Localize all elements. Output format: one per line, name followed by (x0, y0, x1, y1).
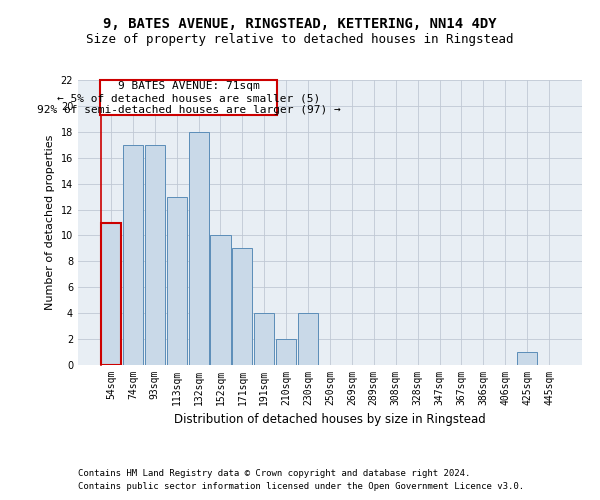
Bar (145, 145, 165, 365)
Bar (101, 222, 121, 365)
FancyBboxPatch shape (100, 80, 277, 115)
Bar (254, 313, 274, 365)
Text: Contains public sector information licensed under the Open Government Licence v3: Contains public sector information licen… (78, 482, 524, 491)
X-axis label: Distribution of detached houses by size in Ringstead: Distribution of detached houses by size … (174, 414, 486, 426)
Text: 9 BATES AVENUE: 71sqm: 9 BATES AVENUE: 71sqm (118, 82, 260, 92)
Bar (211, 236, 230, 365)
Text: 9, BATES AVENUE, RINGSTEAD, KETTERING, NN14 4DY: 9, BATES AVENUE, RINGSTEAD, KETTERING, N… (103, 18, 497, 32)
Text: Size of property relative to detached houses in Ringstead: Size of property relative to detached ho… (86, 32, 514, 46)
Bar (232, 248, 253, 365)
Text: ← 5% of detached houses are smaller (5): ← 5% of detached houses are smaller (5) (58, 93, 320, 103)
Bar (188, 132, 209, 365)
Text: 92% of semi-detached houses are larger (97) →: 92% of semi-detached houses are larger (… (37, 105, 341, 115)
Bar (276, 339, 296, 365)
Bar (123, 145, 143, 365)
Bar (517, 352, 537, 365)
Y-axis label: Number of detached properties: Number of detached properties (45, 135, 55, 310)
Text: Contains HM Land Registry data © Crown copyright and database right 2024.: Contains HM Land Registry data © Crown c… (78, 468, 470, 477)
Bar (167, 196, 187, 365)
Bar (298, 313, 318, 365)
